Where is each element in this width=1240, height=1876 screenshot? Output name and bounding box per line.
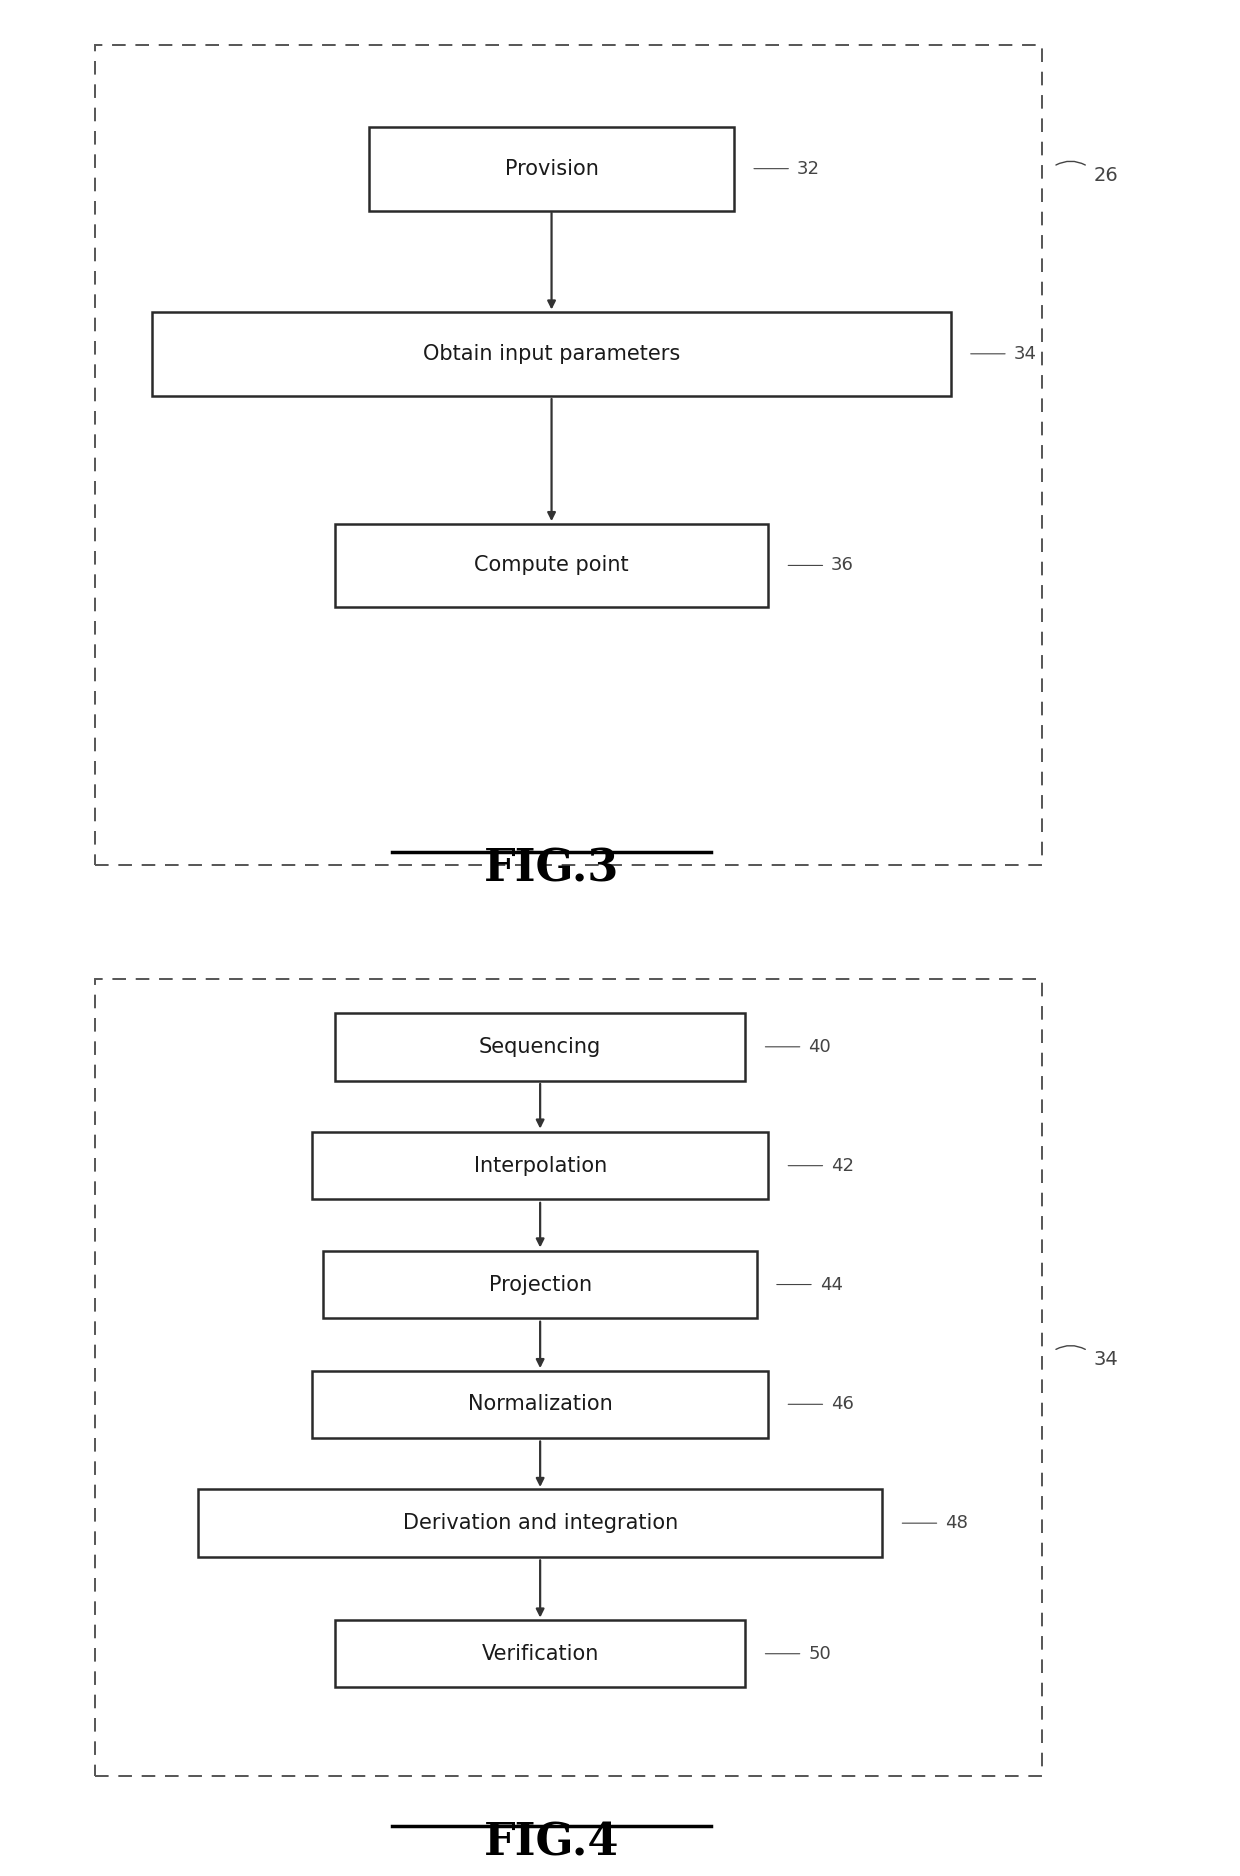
Text: 40: 40 [808, 1037, 831, 1056]
FancyBboxPatch shape [335, 1013, 745, 1081]
Text: 34: 34 [1094, 1351, 1118, 1369]
Text: Normalization: Normalization [467, 1394, 613, 1415]
Text: FIG.3: FIG.3 [484, 848, 619, 891]
Bar [95, 979, 1042, 1777]
Text: 42: 42 [831, 1157, 854, 1174]
FancyBboxPatch shape [335, 523, 769, 608]
Text: Projection: Projection [489, 1274, 591, 1294]
Text: FIG.4: FIG.4 [484, 1822, 619, 1865]
Text: Derivation and integration: Derivation and integration [403, 1514, 678, 1533]
Text: Interpolation: Interpolation [474, 1156, 606, 1176]
FancyBboxPatch shape [324, 1251, 756, 1319]
Text: 46: 46 [831, 1396, 854, 1413]
Text: Obtain input parameters: Obtain input parameters [423, 343, 681, 364]
FancyBboxPatch shape [312, 1131, 769, 1199]
Text: 50: 50 [808, 1645, 831, 1662]
Text: Sequencing: Sequencing [479, 1037, 601, 1056]
Text: 36: 36 [831, 557, 854, 574]
FancyBboxPatch shape [312, 1371, 769, 1439]
Text: 32: 32 [797, 159, 820, 178]
Text: Provision: Provision [505, 159, 599, 178]
Text: Compute point: Compute point [474, 555, 629, 576]
FancyBboxPatch shape [153, 311, 951, 396]
Bar [95, 45, 1042, 865]
Text: 34: 34 [1013, 345, 1037, 362]
Text: 48: 48 [945, 1514, 968, 1533]
FancyBboxPatch shape [198, 1490, 883, 1557]
FancyBboxPatch shape [370, 128, 734, 210]
Text: 44: 44 [820, 1276, 843, 1294]
FancyBboxPatch shape [335, 1621, 745, 1688]
Text: 26: 26 [1094, 165, 1118, 184]
Text: Verification: Verification [481, 1643, 599, 1664]
